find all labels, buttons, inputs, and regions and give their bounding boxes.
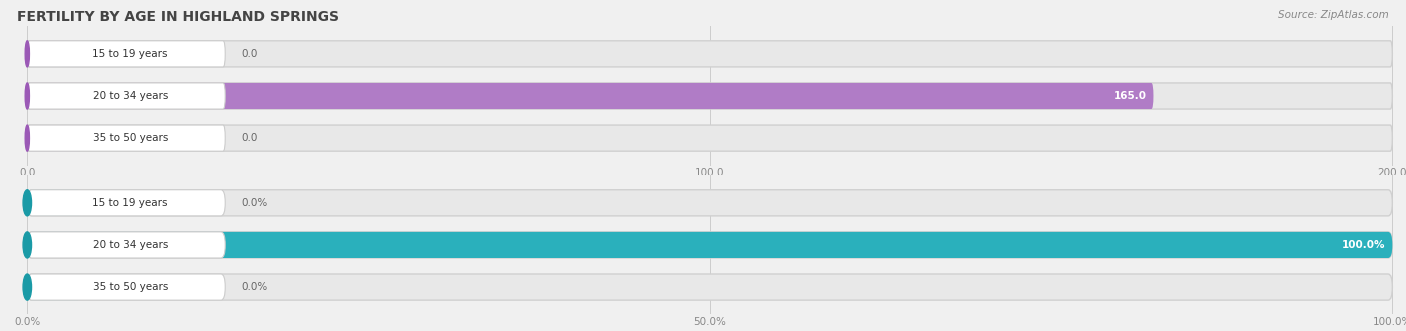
FancyBboxPatch shape bbox=[27, 274, 82, 300]
Text: 165.0: 165.0 bbox=[1114, 91, 1147, 101]
Text: 0.0: 0.0 bbox=[242, 133, 257, 143]
FancyBboxPatch shape bbox=[27, 274, 225, 300]
Text: 20 to 34 years: 20 to 34 years bbox=[93, 240, 167, 250]
FancyBboxPatch shape bbox=[27, 190, 225, 216]
FancyBboxPatch shape bbox=[27, 41, 225, 67]
Text: 15 to 19 years: 15 to 19 years bbox=[93, 198, 167, 208]
Text: 35 to 50 years: 35 to 50 years bbox=[93, 133, 167, 143]
Circle shape bbox=[25, 83, 30, 109]
Text: 20 to 34 years: 20 to 34 years bbox=[93, 91, 167, 101]
FancyBboxPatch shape bbox=[27, 232, 1392, 258]
FancyBboxPatch shape bbox=[27, 274, 1392, 300]
FancyBboxPatch shape bbox=[27, 41, 82, 67]
FancyBboxPatch shape bbox=[27, 41, 1392, 67]
Text: 0.0: 0.0 bbox=[242, 49, 257, 59]
Text: 100.0%: 100.0% bbox=[1341, 240, 1385, 250]
Circle shape bbox=[22, 190, 31, 216]
FancyBboxPatch shape bbox=[27, 125, 82, 151]
Text: 15 to 19 years: 15 to 19 years bbox=[93, 49, 167, 59]
FancyBboxPatch shape bbox=[27, 83, 225, 109]
Circle shape bbox=[25, 125, 30, 151]
FancyBboxPatch shape bbox=[27, 83, 1153, 109]
FancyBboxPatch shape bbox=[27, 125, 225, 151]
Text: 35 to 50 years: 35 to 50 years bbox=[93, 282, 167, 292]
Text: 0.0%: 0.0% bbox=[242, 198, 269, 208]
Text: 0.0%: 0.0% bbox=[242, 282, 269, 292]
Text: Source: ZipAtlas.com: Source: ZipAtlas.com bbox=[1278, 10, 1389, 20]
FancyBboxPatch shape bbox=[27, 232, 225, 258]
Circle shape bbox=[25, 41, 30, 67]
Circle shape bbox=[22, 274, 31, 300]
Text: FERTILITY BY AGE IN HIGHLAND SPRINGS: FERTILITY BY AGE IN HIGHLAND SPRINGS bbox=[17, 10, 339, 24]
FancyBboxPatch shape bbox=[27, 190, 82, 216]
Circle shape bbox=[22, 232, 31, 258]
FancyBboxPatch shape bbox=[27, 232, 1392, 258]
FancyBboxPatch shape bbox=[27, 190, 1392, 216]
FancyBboxPatch shape bbox=[27, 125, 1392, 151]
FancyBboxPatch shape bbox=[27, 83, 1392, 109]
